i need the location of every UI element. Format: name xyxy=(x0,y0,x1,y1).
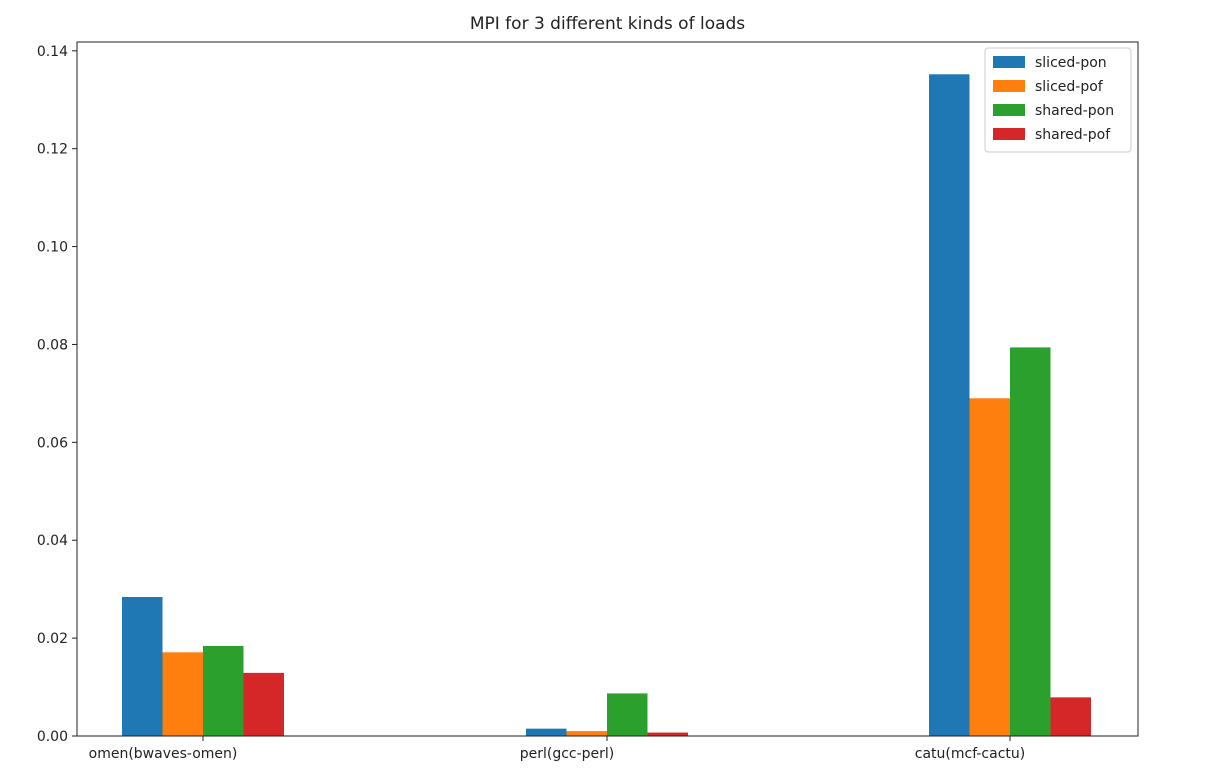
legend-label-sliced-pof: sliced-pof xyxy=(1035,79,1104,95)
bars-layer xyxy=(122,74,1091,737)
x-tick-label: catu(mcf-cactu) xyxy=(915,746,1025,762)
bar-sliced-pon-2 xyxy=(526,728,567,736)
bar-sliced-pof-3 xyxy=(969,398,1010,736)
bar-shared-pon-1 xyxy=(203,645,244,736)
legend-swatch-sliced-pof xyxy=(993,80,1025,92)
axes-layer: 0.00 0.02 0.04 0.06 0.08 0.10 0.12 0.14 omen(bwa… xyxy=(37,41,1139,762)
bar-shared-pof-3 xyxy=(1050,697,1091,736)
bar-sliced-pon-1 xyxy=(122,597,163,736)
y-tick-label: 0.06 xyxy=(37,435,68,451)
y-tick-label: 0.08 xyxy=(37,337,68,353)
bar-sliced-pof-1 xyxy=(162,652,203,736)
y-tick-label: 0.02 xyxy=(37,631,68,647)
y-tick-label: 0.14 xyxy=(37,44,68,60)
chart-title: MPI for 3 different kinds of loads xyxy=(470,14,745,34)
x-tick-label: omen(bwaves-omen) xyxy=(89,746,238,762)
legend-swatch-shared-pof xyxy=(993,128,1025,140)
legend-box xyxy=(984,47,1132,153)
y-tick-label: 0.10 xyxy=(37,240,68,256)
legend-swatch-shared-pon xyxy=(993,104,1025,116)
bar-shared-pof-1 xyxy=(243,672,284,736)
y-tick-label: 0.00 xyxy=(37,729,68,745)
legend-label-sliced-pon: sliced-pon xyxy=(1035,55,1107,71)
x-tick-label: perl(gcc-perl) xyxy=(520,746,615,762)
bar-shared-pon-2 xyxy=(607,693,648,736)
legend-label-shared-pon: shared-pon xyxy=(1035,103,1114,119)
legend: sliced-pon sliced-pof shared-pon shared-pof xyxy=(984,47,1132,153)
y-tick-label: 0.12 xyxy=(37,142,68,158)
bar-shared-pof-2 xyxy=(647,732,688,736)
bar-sliced-pon-3 xyxy=(929,74,970,737)
legend-swatch-sliced-pon xyxy=(993,56,1025,68)
y-tick-label: 0.04 xyxy=(37,533,68,549)
legend-label-shared-pof: shared-pof xyxy=(1035,127,1111,143)
bar-shared-pon-3 xyxy=(1010,347,1051,736)
bar-sliced-pof-2 xyxy=(566,731,607,736)
